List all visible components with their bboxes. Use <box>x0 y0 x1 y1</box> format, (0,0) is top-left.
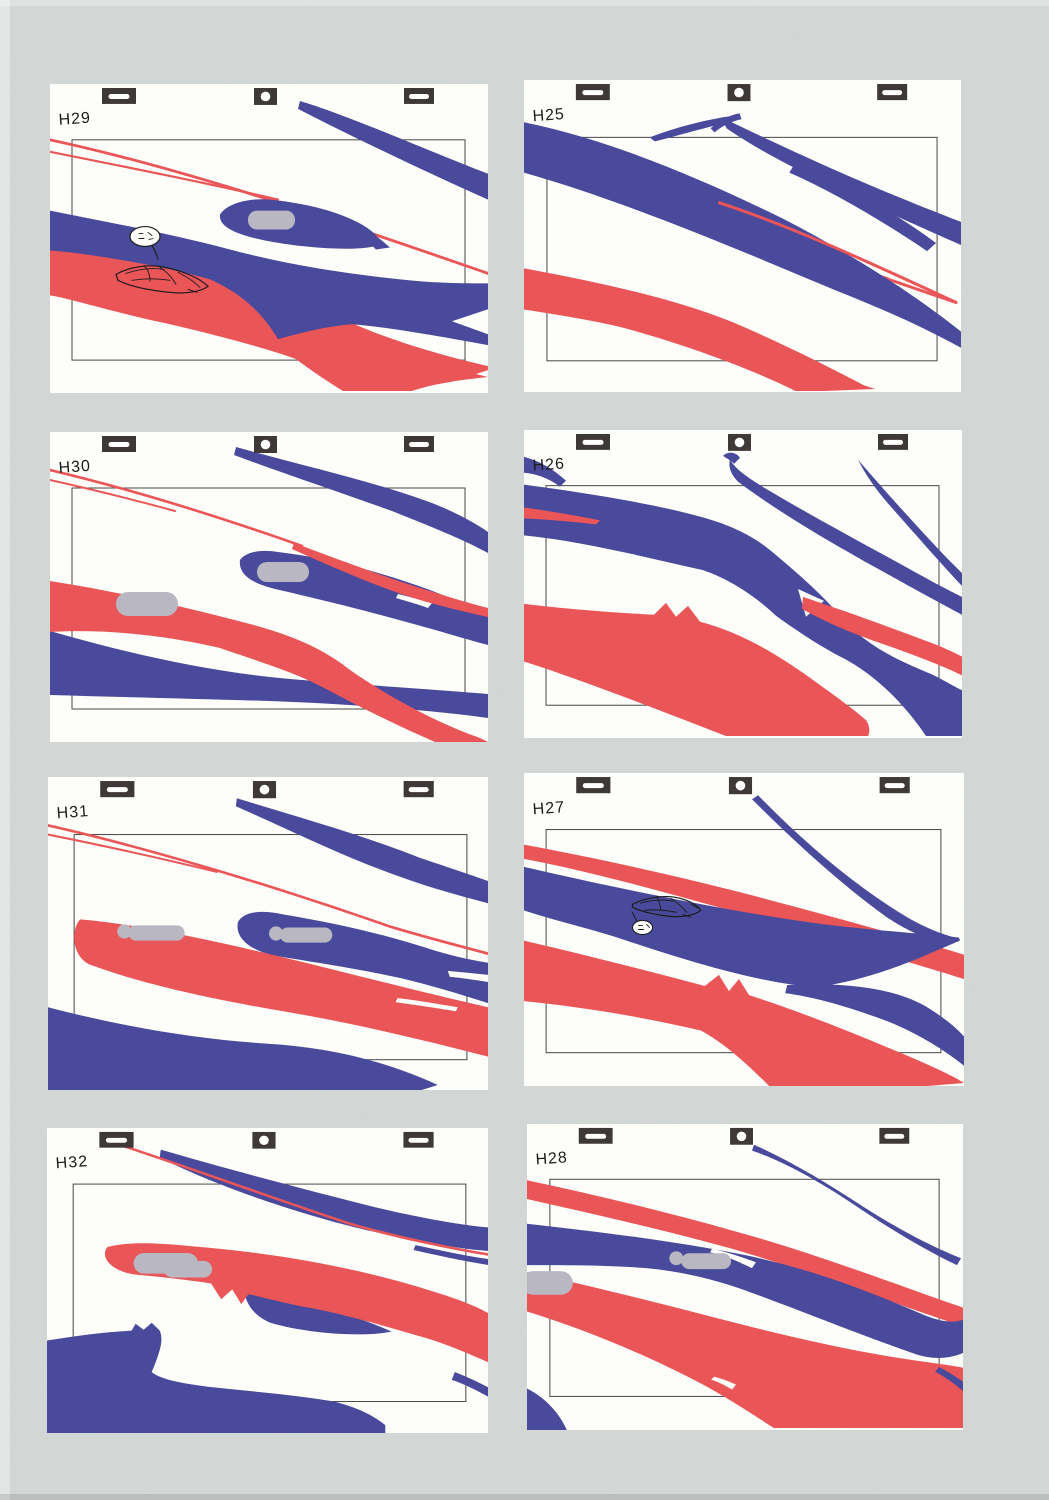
svg-text:H32: H32 <box>55 1153 89 1172</box>
svg-text:H28: H28 <box>535 1149 568 1168</box>
svg-text:H29: H29 <box>58 110 91 129</box>
svg-text:H26: H26 <box>532 456 565 475</box>
svg-text:H31: H31 <box>56 802 90 822</box>
svg-text:H30: H30 <box>58 458 91 477</box>
svg-text:H25: H25 <box>532 105 565 125</box>
svg-text:H27: H27 <box>532 798 566 818</box>
